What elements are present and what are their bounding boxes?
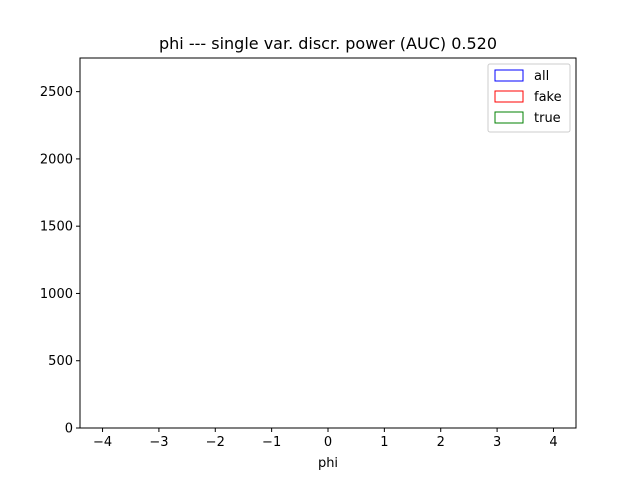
legend-swatch-true (494, 111, 524, 124)
legend-swatch-all (494, 69, 524, 82)
y-tick-label: 1500 (40, 220, 73, 235)
y-tick-label: 2000 (40, 152, 73, 167)
x-tick-label: −1 (262, 435, 281, 450)
y-tick-label: 2500 (40, 85, 73, 100)
x-axis-label: phi (318, 456, 338, 471)
x-tick-label: −2 (206, 435, 225, 450)
y-tick-label: 0 (65, 422, 73, 437)
legend-label-all: all (534, 69, 549, 84)
x-tick-label: −3 (149, 435, 168, 450)
x-tick-label: −4 (93, 435, 112, 450)
x-tick-label: 1 (380, 435, 388, 450)
legend-label-fake: fake (534, 90, 562, 105)
x-tick-label: 0 (324, 435, 332, 450)
x-tick-label: 3 (493, 435, 501, 450)
x-tick-label: 2 (437, 435, 445, 450)
legend-label-true: true (534, 111, 561, 126)
y-tick-label: 1000 (40, 287, 73, 302)
x-tick-label: 4 (549, 435, 557, 450)
y-axis-ticks: 0 500 1000 1500 2000 2500 (40, 85, 80, 437)
y-tick-label: 500 (48, 354, 73, 369)
plot-frame (79, 57, 577, 429)
legend: all fake true (487, 63, 571, 133)
chart-title: phi --- single var. discr. power (AUC) 0… (159, 34, 497, 53)
legend-swatch-fake (494, 90, 524, 103)
x-axis-ticks: −4 −3 −2 −1 0 1 2 3 4 (93, 428, 558, 450)
